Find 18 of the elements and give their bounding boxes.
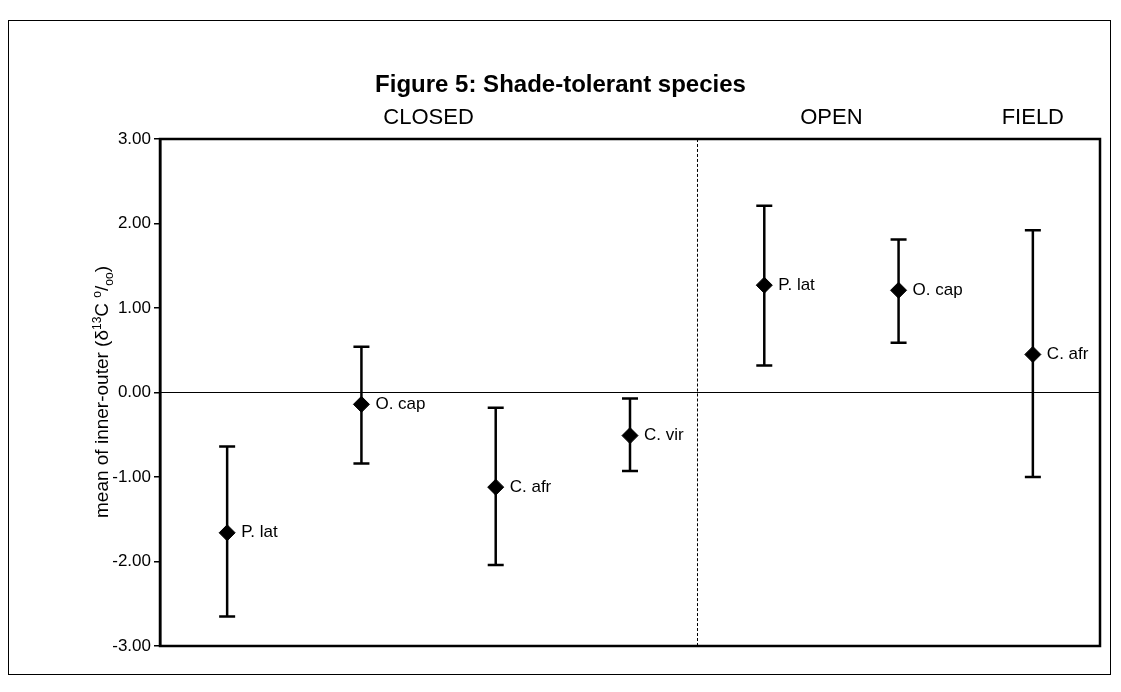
data-label: C. vir [644,425,684,445]
y-tick-label: 3.00 [117,128,151,148]
y-tick-label: -1.00 [112,466,151,486]
data-label: P. lat [778,274,816,294]
y-tick-label: -2.00 [112,551,151,571]
data-label: C. afr [1046,344,1089,364]
text: FIELD [1001,104,1065,130]
chart-title: Figure 5: Shade-tolerant species [374,70,747,98]
y-tick-label: 0.00 [117,382,151,402]
data-label: O. cap [375,394,426,414]
text: OPEN [800,104,863,130]
y-tick-label: 1.00 [117,297,151,317]
data-label: C. afr [509,476,552,496]
data-label: P. lat [241,522,278,542]
y-tick-label: -3.00 [112,635,151,655]
text: CLOSED [383,104,474,130]
data-label: O. cap [912,279,963,299]
y-tick-label: 2.00 [117,213,151,233]
